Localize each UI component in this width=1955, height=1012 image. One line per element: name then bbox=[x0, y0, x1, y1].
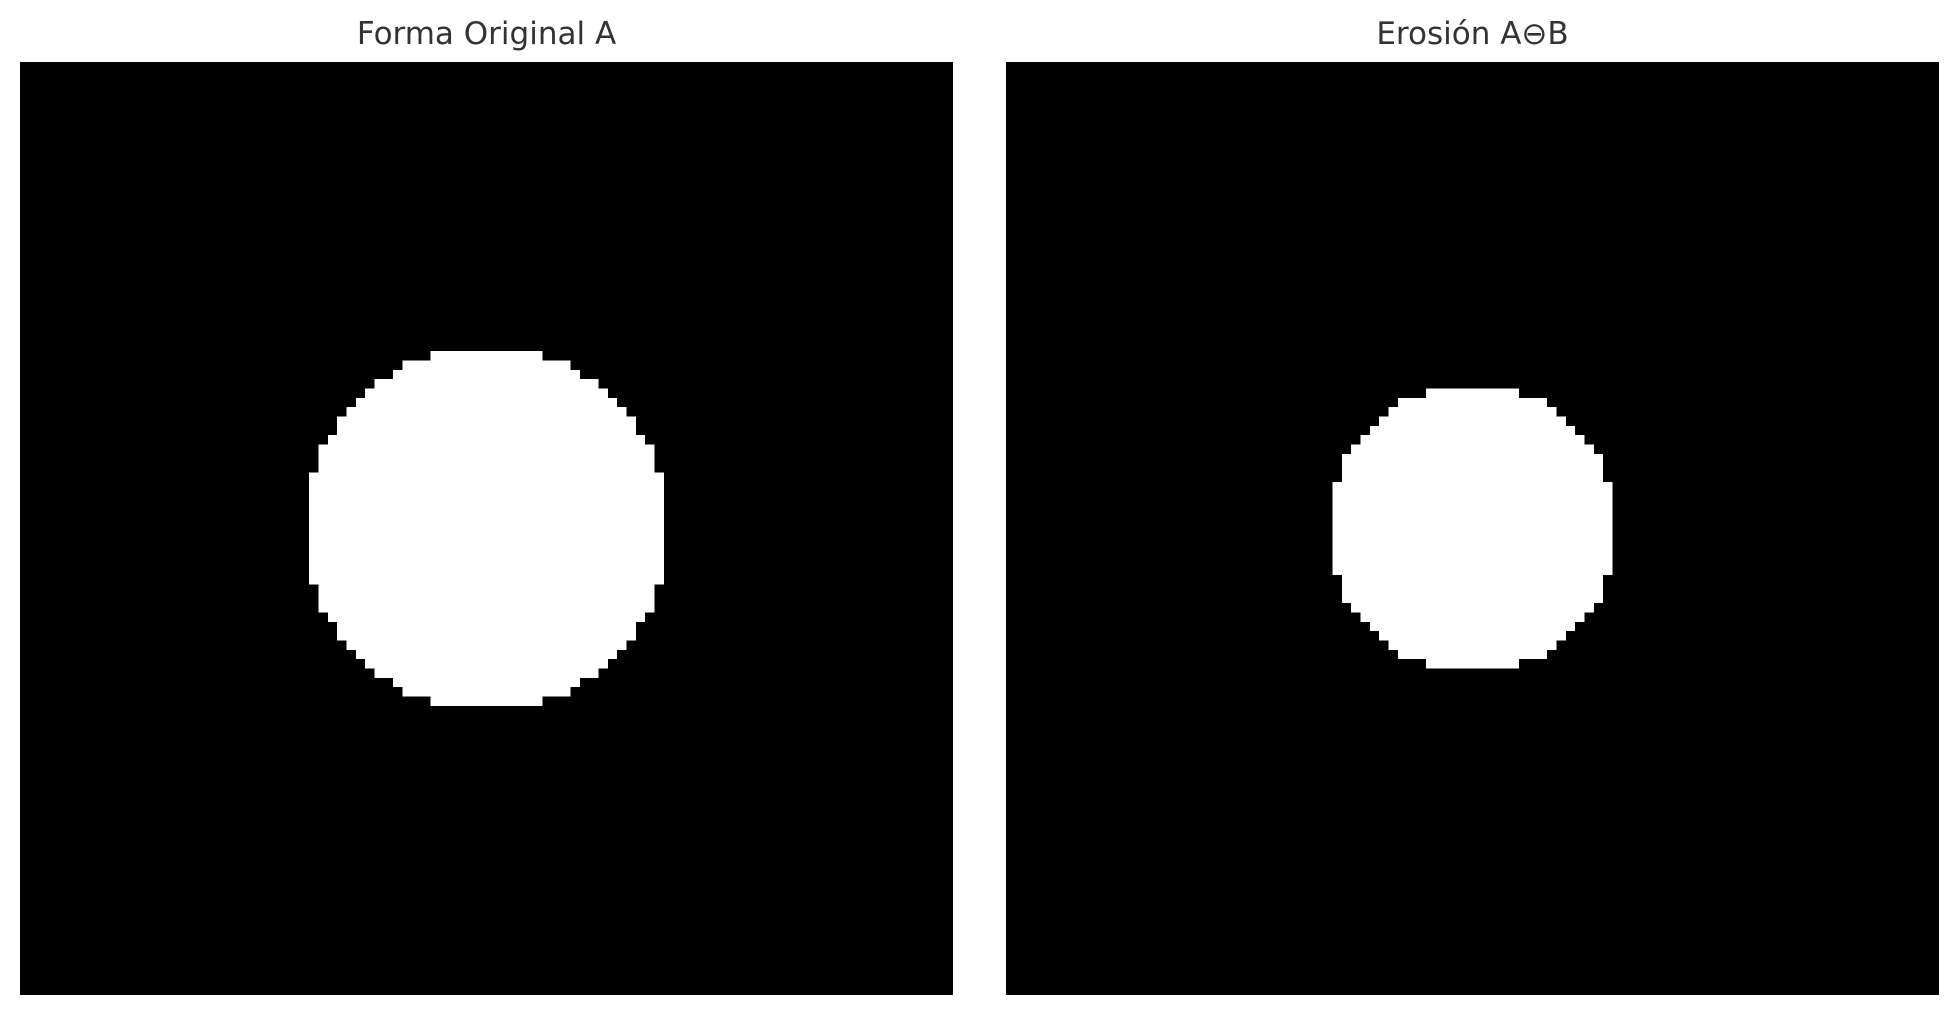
disc-row bbox=[374, 668, 599, 678]
disc-row bbox=[1397, 397, 1548, 408]
disc-row bbox=[1332, 528, 1613, 538]
panel-title-erosion: Erosión A⊖B bbox=[1376, 16, 1569, 52]
disc-row bbox=[318, 444, 655, 454]
disc-row bbox=[1341, 453, 1604, 464]
disc-row bbox=[1341, 593, 1604, 604]
disc-row bbox=[309, 472, 664, 482]
disc-row bbox=[346, 640, 627, 650]
disc-row bbox=[430, 351, 543, 361]
disc-row bbox=[1351, 603, 1594, 613]
disc-row bbox=[309, 519, 664, 529]
disc-row bbox=[309, 547, 664, 557]
disc-row bbox=[337, 425, 636, 436]
disc-row bbox=[1425, 388, 1520, 398]
disc-row bbox=[1332, 509, 1613, 520]
disc-row bbox=[1425, 659, 1520, 669]
disc-row bbox=[374, 379, 599, 389]
disc-row bbox=[402, 687, 571, 697]
disc-row bbox=[309, 481, 664, 492]
disc-row bbox=[1369, 425, 1576, 436]
disc-row bbox=[318, 584, 655, 594]
disc-row bbox=[1332, 547, 1613, 557]
disc-row bbox=[309, 556, 664, 566]
disc-row bbox=[355, 397, 618, 408]
disc-row bbox=[309, 537, 664, 548]
disc-row bbox=[318, 453, 655, 464]
disc-row bbox=[1332, 519, 1613, 529]
disc-row bbox=[1388, 640, 1557, 650]
disc-row bbox=[1341, 463, 1604, 473]
disc-row bbox=[309, 500, 664, 510]
eroded-shape-image bbox=[1006, 62, 1939, 995]
disc-row bbox=[346, 407, 627, 417]
disc-row bbox=[318, 593, 655, 604]
disc-row bbox=[1341, 575, 1604, 585]
disc-row bbox=[1379, 416, 1566, 426]
disc-shape bbox=[309, 351, 664, 706]
disc-shape bbox=[1332, 388, 1613, 669]
disc-row bbox=[309, 528, 664, 538]
disc-row bbox=[402, 360, 571, 370]
disc-row bbox=[1379, 631, 1566, 641]
disc-row bbox=[1397, 649, 1548, 660]
disc-row bbox=[365, 388, 608, 398]
disc-row bbox=[355, 649, 618, 660]
disc-row bbox=[1341, 584, 1604, 594]
disc-row bbox=[309, 491, 664, 501]
disc-row bbox=[327, 435, 646, 445]
disc-row bbox=[337, 631, 636, 641]
disc-row bbox=[1332, 537, 1613, 548]
disc-row bbox=[337, 416, 636, 426]
disc-row bbox=[1388, 407, 1557, 417]
disc-row bbox=[327, 612, 646, 622]
panel-title-original: Forma Original A bbox=[356, 16, 617, 52]
disc-row bbox=[1332, 500, 1613, 510]
disc-row bbox=[1351, 444, 1594, 454]
disc-row bbox=[1360, 435, 1585, 445]
disc-row bbox=[1332, 481, 1613, 492]
original-shape-image bbox=[20, 62, 953, 995]
disc-row bbox=[1332, 556, 1613, 566]
disc-row bbox=[309, 509, 664, 520]
disc-row bbox=[318, 463, 655, 473]
disc-row bbox=[1341, 472, 1604, 482]
disc-row bbox=[1332, 565, 1613, 576]
disc-row bbox=[318, 603, 655, 613]
disc-row bbox=[309, 575, 664, 585]
disc-row bbox=[393, 369, 580, 380]
disc-row bbox=[309, 565, 664, 576]
disc-row bbox=[1360, 612, 1585, 622]
disc-row bbox=[430, 696, 543, 706]
disc-row bbox=[337, 621, 636, 632]
disc-row bbox=[1332, 491, 1613, 501]
disc-row bbox=[1369, 621, 1576, 632]
disc-row bbox=[393, 677, 580, 688]
disc-row bbox=[365, 659, 608, 669]
